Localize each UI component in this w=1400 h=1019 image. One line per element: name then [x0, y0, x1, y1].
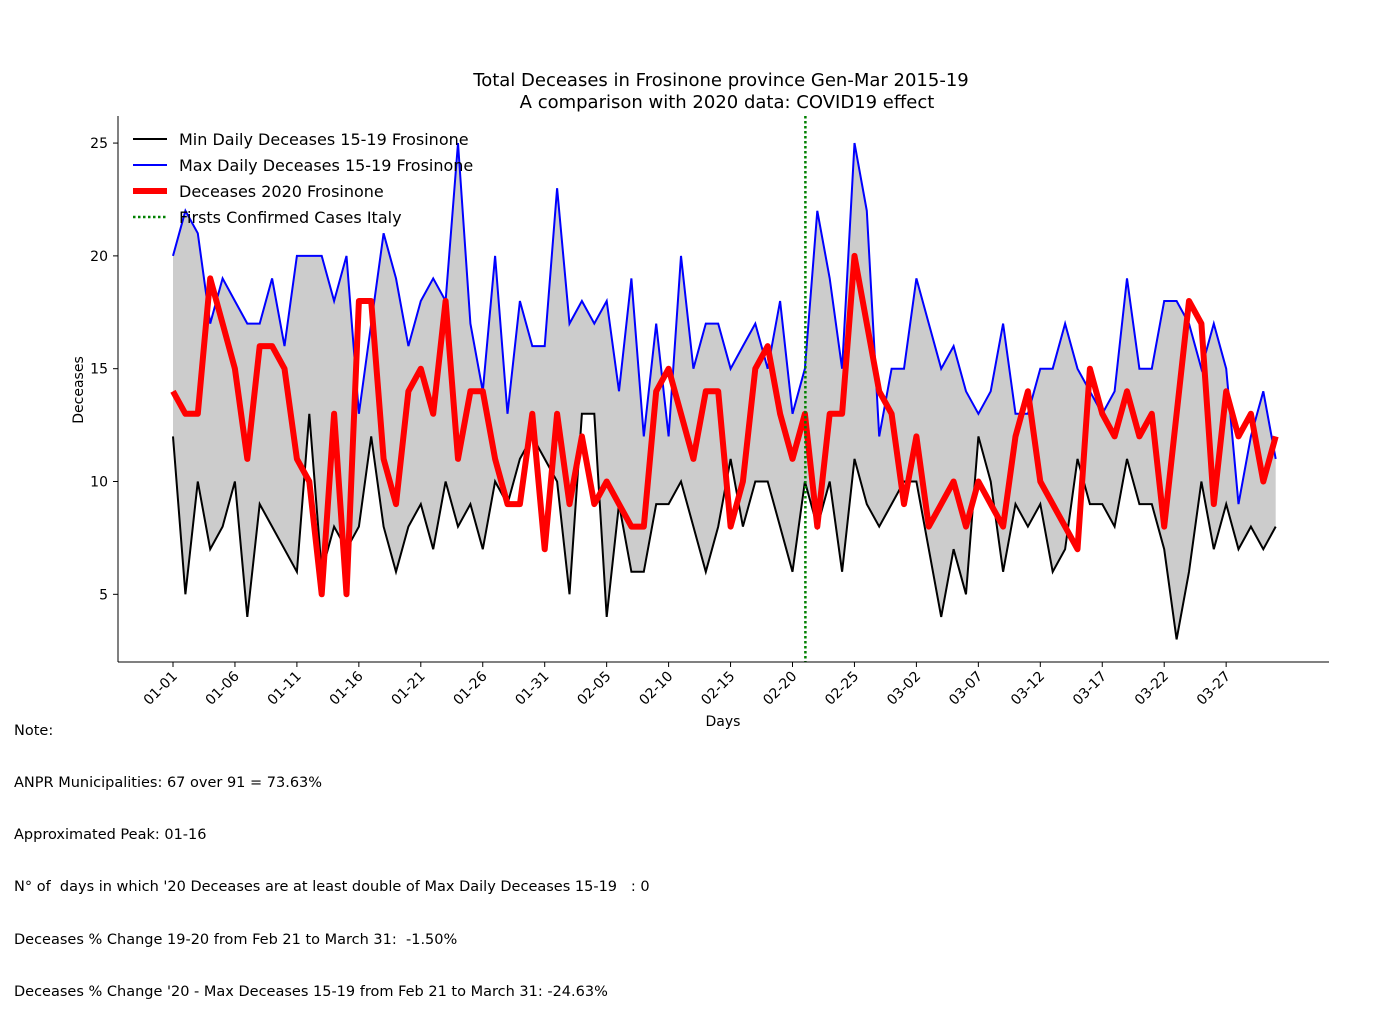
note-municipalities: ANPR Municipalities: 67 over 91 = 73.63%	[14, 775, 323, 792]
legend-label-3: Firsts Confirmed Cases Italy	[179, 208, 402, 227]
note-double-days: N° of days in which '20 Deceases are at …	[14, 879, 650, 896]
x-tick-label: 02-15	[698, 669, 738, 709]
x-tick-label: 03-07	[946, 669, 986, 709]
note-change-19-20: Deceases % Change 19-20 from Feb 21 to M…	[14, 931, 458, 948]
legend: Min Daily Deceases 15-19 Frosinone Max Da…	[133, 130, 473, 227]
y-tick-label: 25	[90, 136, 108, 152]
x-tick-label: 02-20	[760, 669, 800, 709]
x-tick-label: 03-12	[1008, 669, 1048, 709]
x-tick-label: 03-22	[1132, 669, 1172, 709]
y-tick-label: 10	[90, 475, 108, 491]
x-tick-label: 02-25	[822, 669, 862, 709]
y-tick-label: 5	[99, 587, 108, 603]
x-tick-label: 03-02	[884, 669, 924, 709]
legend-label-0: Min Daily Deceases 15-19 Frosinone	[179, 130, 469, 149]
note-change-max: Deceases % Change '20 - Max Deceases 15-…	[14, 983, 608, 1000]
chart-subtitle: A comparison with 2020 data: COVID19 eff…	[520, 92, 935, 113]
legend-label-1: Max Daily Deceases 15-19 Frosinone	[179, 156, 473, 175]
x-axis-label: Days	[706, 714, 741, 730]
legend-label-2: Deceases 2020 Frosinone	[179, 182, 384, 201]
chart: Total Deceases in Frosinone province Gen…	[71, 70, 1329, 730]
chart-title: Total Deceases in Frosinone province Gen…	[472, 70, 968, 91]
note-heading: Note:	[14, 722, 54, 739]
y-tick-label: 20	[90, 249, 108, 265]
series-line-0	[172, 412, 1277, 640]
y-axis-label: Deceases	[71, 356, 87, 423]
series-line-2	[170, 252, 1279, 598]
y-tick-label: 15	[90, 362, 108, 378]
x-tick-label: 03-27	[1194, 669, 1234, 709]
note-peak: Approximated Peak: 01-16	[14, 827, 207, 844]
note-box: Note: ANPR Municipalities: 67 over 91 = …	[14, 688, 650, 1019]
x-tick-label: 03-17	[1070, 669, 1110, 709]
